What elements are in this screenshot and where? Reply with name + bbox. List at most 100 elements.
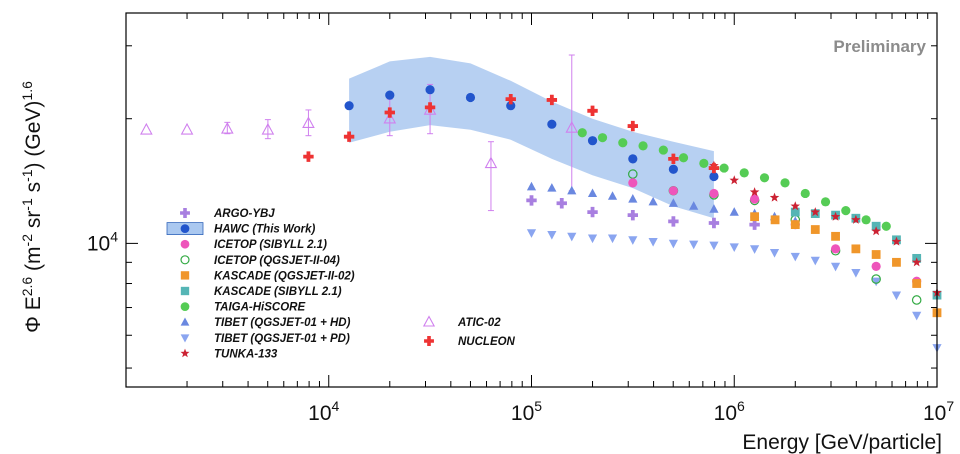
nucleon-point	[303, 151, 314, 162]
nucleon-legend-label: NUCLEON	[458, 336, 516, 348]
tunka-133-point	[891, 236, 902, 246]
nucleon-point	[546, 94, 558, 106]
tibet-qgsjet-01-pd-point	[871, 277, 881, 287]
tibet-qgsjet-01-pd-point	[547, 231, 557, 240]
nucleon-point	[627, 120, 639, 132]
hawc-this-work-point	[385, 90, 395, 100]
tunka-133-point	[729, 175, 739, 185]
tibet-qgsjet-01-hd-point	[668, 198, 678, 207]
tibet-qgsjet-01-pd-point	[567, 232, 577, 242]
icetop-qgsjet-ii-04-point	[911, 295, 922, 305]
icetop-qgsjet-ii-04-point	[871, 274, 881, 284]
tibet-qgsjet-01-hd-point	[567, 185, 577, 195]
atic-02-point	[180, 122, 194, 135]
tibet-qgsjet-01-hd-point	[526, 181, 537, 191]
hawc-this-work-point	[506, 101, 516, 111]
icetop-sibyll-2-1-point	[871, 261, 881, 271]
taiga-hiscore-point	[759, 173, 770, 183]
tibet-qgsjet-01-hd-point	[729, 207, 739, 216]
marker-layer	[140, 85, 942, 353]
tibet-qgsjet-01-pd-point	[668, 239, 678, 249]
tibet-qgsjet-01-hd-point	[689, 201, 699, 210]
tibet-qgsjet-01-pd-point	[607, 234, 618, 244]
taiga-hiscore-point	[861, 215, 871, 225]
tibet-qgsjet-01-hd-point	[648, 196, 658, 206]
legend: ARGO-YBJ HAWC (This Work) ICETOP (SIBYLL 2…	[166, 208, 516, 360]
atic-02-point	[220, 121, 234, 134]
taiga-hiscore-point	[780, 178, 790, 188]
nucleon-legend-marker	[424, 336, 434, 346]
tibet-qgsjet-01-pd-point	[912, 311, 922, 321]
tunka-133-point	[830, 211, 841, 221]
kascade-qgsjet-ii-02-point	[851, 244, 861, 254]
hawc-this-work-legend-marker	[180, 224, 190, 233]
kascade-qgsjet-ii-02-point	[912, 279, 922, 288]
nucleon-point	[708, 162, 720, 174]
tunka-133-point	[911, 257, 922, 267]
taiga-hiscore-legend-marker	[180, 302, 190, 311]
hawc-uncertainty-band	[349, 56, 714, 219]
icetop-sibyll-2-1-point	[668, 186, 678, 196]
atic-02-point	[140, 122, 153, 135]
x-tick-label: 104	[308, 398, 339, 425]
hawc-this-work-point	[547, 119, 557, 129]
tunka-133-legend-marker	[180, 348, 190, 358]
tibet-qgsjet-01-hd-legend-marker	[180, 317, 190, 326]
tunka-133-point	[749, 187, 760, 197]
hawc-this-work-point	[425, 85, 435, 95]
kascade-qgsjet-ii-02-point	[810, 225, 820, 234]
tibet-qgsjet-01-pd-point	[830, 262, 841, 272]
atic-02-point	[261, 122, 275, 135]
kascade-qgsjet-ii-02-legend-marker	[180, 271, 190, 280]
tibet-qgsjet-01-pd-point	[729, 243, 739, 253]
taiga-hiscore-point	[638, 141, 648, 151]
tibet-qgsjet-01-pd-point	[628, 236, 638, 245]
tibet-qgsjet-01-hd-point	[587, 188, 598, 198]
tibet-qgsjet-01-pd-point	[750, 245, 760, 254]
tunka-133-point	[871, 226, 881, 236]
nucleon-point	[384, 107, 395, 118]
taiga-hiscore-point	[658, 145, 668, 155]
hawc-this-work-point	[465, 92, 476, 103]
tibet-qgsjet-01-hd-point	[607, 191, 618, 200]
tunka-133-point	[810, 207, 820, 217]
tibet-qgsjet-01-pd-point	[851, 269, 861, 278]
tibet-qgsjet-01-pd-point	[891, 291, 902, 301]
taiga-hiscore-point	[719, 163, 729, 173]
x-tick-label: 107	[923, 398, 954, 425]
kascade-sibyll-2-1-point	[871, 221, 881, 231]
argo-ybj-point	[526, 195, 537, 206]
nucleon-point	[505, 93, 516, 105]
annotation-preliminary: Preliminary	[833, 37, 926, 56]
taiga-hiscore-point	[841, 205, 851, 216]
tunka-133-point	[851, 214, 861, 224]
tibet-qgsjet-01-pd-point	[769, 249, 780, 258]
tibet-qgsjet-01-hd-point	[547, 183, 557, 192]
atic-02-legend-marker	[422, 315, 436, 327]
nucleon-point	[668, 153, 679, 165]
taiga-hiscore-point	[820, 197, 831, 207]
kascade-qgsjet-ii-02-point	[790, 220, 800, 230]
tibet-qgsjet-01-pd-point	[709, 241, 719, 251]
kascade-qgsjet-ii-02-legend-label: KASCADE (QGSJET-II-02)	[214, 270, 355, 282]
icetop-qgsjet-ii-04-legend-label: ICETOP (QGSJET-II-04)	[214, 255, 340, 267]
argo-ybj-point	[587, 206, 598, 218]
tibet-qgsjet-01-hd-point	[709, 204, 719, 213]
atic-02-point	[383, 111, 397, 124]
tibet-qgsjet-01-pd-point	[587, 234, 598, 244]
taiga-hiscore-point	[739, 168, 749, 178]
y-tick-label: 104	[87, 228, 118, 255]
kascade-qgsjet-ii-02-point	[770, 215, 780, 225]
kascade-qgsjet-ii-02-point	[750, 212, 760, 222]
hawc-this-work-point	[668, 164, 678, 174]
icetop-sibyll-2-1-legend-label: ICETOP (SIBYLL 2.1)	[214, 239, 327, 251]
icetop-qgsjet-ii-04-legend-marker	[180, 255, 190, 265]
tunka-133-legend-label: TUNKA-133	[214, 348, 278, 360]
icetop-sibyll-2-1-point	[709, 188, 719, 199]
icetop-sibyll-2-1-point	[628, 178, 638, 188]
kascade-qgsjet-ii-02-point	[871, 250, 881, 259]
axes: 104 105 106 107 104	[87, 12, 954, 425]
tibet-qgsjet-01-hd-legend-label: TIBET (QGSJET-01 + HD)	[214, 317, 351, 329]
taiga-hiscore-legend-label: TAIGA-HiSCORE	[214, 302, 305, 314]
